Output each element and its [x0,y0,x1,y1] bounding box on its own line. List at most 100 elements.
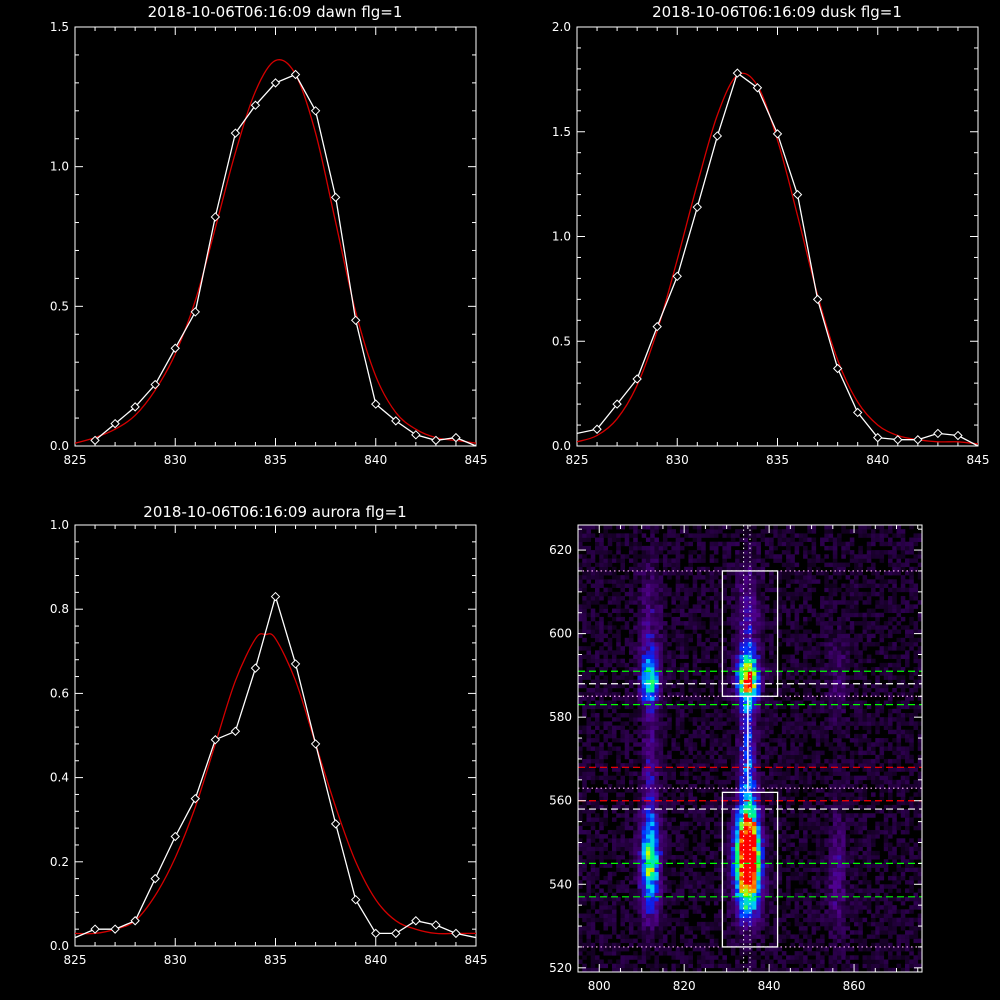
heatmap-cell [603,738,609,743]
heatmap-cell [645,650,651,655]
heatmap-cell [633,888,638,893]
heatmap-cell [854,871,859,877]
heatmap-cell [722,880,727,885]
heatmap-cell [590,871,596,877]
heatmap-cell [900,683,906,689]
heatmap-cell [832,859,838,864]
heatmap-cell [679,654,685,659]
heatmap-cell [807,667,812,672]
heatmap-cell [862,838,868,843]
heatmap-cell [679,796,685,802]
heatmap-cell [637,850,643,856]
heatmap-cell [662,834,668,839]
heatmap-cell [883,779,889,785]
heatmap-cell [692,767,698,772]
heatmap-cell [624,959,630,964]
heatmap-cell [875,683,880,689]
heatmap-cell [917,938,923,944]
heatmap-cell [654,838,659,843]
heatmap-cell [815,846,821,852]
heatmap-cell [760,871,766,877]
heatmap-cell [645,863,651,868]
heatmap-cell [578,959,583,964]
heatmap-cell [586,788,592,793]
heatmap-cell [837,683,842,689]
heatmap-cell [760,754,766,760]
heatmap-cell [811,821,817,827]
heatmap-cell [845,959,851,964]
heatmap-cell [858,934,863,939]
heatmap-cell [841,763,846,768]
heatmap-cell [671,796,676,802]
heatmap-cell [828,687,834,693]
heatmap-cell [705,875,710,881]
heatmap-cell [671,867,676,873]
heatmap-cell [616,784,621,789]
heatmap-cell [705,880,710,885]
heatmap-cell [824,817,829,822]
heatmap-cell [913,804,919,810]
heatmap-cell [713,942,719,948]
heatmap-cell [798,754,804,760]
heatmap-cell [875,930,880,935]
heatmap-cell [696,817,702,822]
heatmap-cell [828,788,834,793]
heatmap-cell [747,800,753,806]
heatmap-cell [743,842,749,847]
heatmap-cell [866,725,872,730]
heatmap-cell [679,888,685,893]
heatmap-cell [747,754,753,760]
heatmap-cell [726,880,732,885]
heatmap-cell [679,959,685,964]
heatmap-cell [718,763,723,768]
heatmap-cell [752,662,757,668]
heatmap-cell [662,788,668,793]
heatmap-cell [726,934,732,939]
x-tick-label: 835 [264,453,287,467]
heatmap-cell [832,825,838,831]
heatmap-cell [675,746,681,751]
heatmap-cell [590,875,596,881]
heatmap-cell [641,700,647,705]
heatmap-cell [667,654,672,659]
heatmap-cell [824,892,829,898]
heatmap-cell [586,646,592,651]
heatmap-cell [620,775,626,781]
heatmap-cell [773,763,778,768]
heatmap-cell [815,926,821,931]
heatmap-cell [798,662,804,668]
data-point [612,399,622,409]
heatmap-cell [752,784,757,789]
heatmap-cell [820,671,825,676]
heatmap-cell [667,867,672,873]
heatmap-cell [578,946,583,952]
heatmap-cell [658,746,664,751]
heatmap-cell [730,792,736,797]
heatmap-cell [722,834,727,839]
heatmap-cell [641,938,647,944]
heatmap-cell [828,683,834,689]
heatmap-cell [824,683,829,689]
heatmap-cell [650,967,655,973]
heatmap-cell [764,700,770,705]
heatmap-cell [667,900,672,906]
heatmap-cell [752,712,757,718]
heatmap-cell [845,909,851,914]
heatmap-cell [743,654,749,659]
heatmap-cell [815,700,821,705]
heatmap-cell [705,658,710,664]
heatmap-cell [803,692,808,697]
heatmap-cell [820,809,825,814]
heatmap-cell [803,955,808,960]
heatmap-cell [798,742,804,747]
heatmap-cell [786,880,791,885]
heatmap-cell [917,850,923,856]
heatmap-cell [718,846,723,852]
heatmap-cell [679,667,685,672]
heatmap-cell [756,892,761,898]
heatmap-cell [739,926,744,931]
heatmap-cell [752,692,757,697]
heatmap-cell [645,729,651,735]
heatmap-cell [722,829,727,835]
heatmap-cell [641,817,647,822]
